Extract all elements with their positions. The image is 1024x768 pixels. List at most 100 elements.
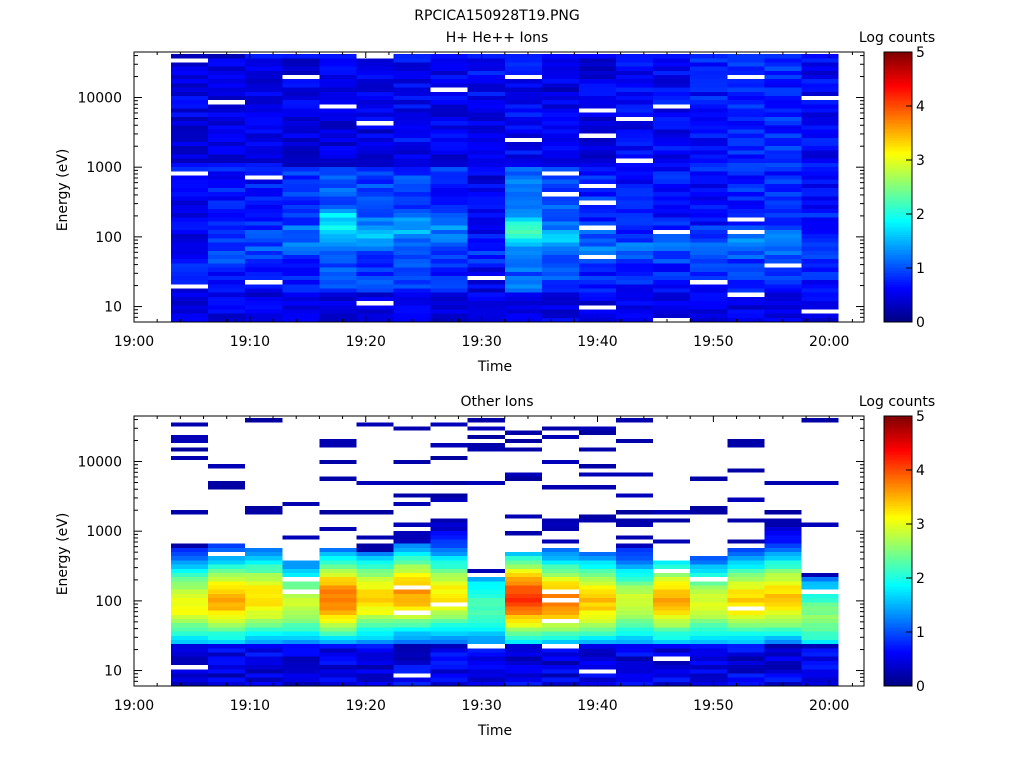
heatmap-cell <box>727 648 765 653</box>
heatmap-cell <box>764 480 802 486</box>
heatmap-cell <box>319 673 357 678</box>
colorbar-swatch <box>884 506 912 509</box>
heatmap-cell <box>393 246 431 251</box>
heatmap-cell <box>690 234 728 239</box>
heatmap-cell <box>171 317 209 322</box>
heatmap-cell <box>430 175 468 180</box>
heatmap-cell <box>541 681 579 686</box>
heatmap-cell <box>653 83 691 88</box>
heatmap-cell <box>690 652 728 657</box>
heatmap-cell <box>282 288 320 293</box>
heatmap-cell <box>504 146 542 151</box>
heatmap-cell <box>319 292 357 297</box>
heatmap-cell <box>319 669 357 674</box>
colorbar-swatch <box>884 142 912 145</box>
colorbar-swatch <box>884 162 912 166</box>
heatmap-cell <box>690 179 728 184</box>
heatmap-cell <box>393 288 431 293</box>
heatmap-cell <box>245 229 283 235</box>
heatmap-cell <box>764 171 802 176</box>
heatmap-cell <box>393 531 431 536</box>
heatmap-cell <box>356 560 394 565</box>
heatmap-cell <box>764 100 802 105</box>
heatmap-cell <box>393 200 431 205</box>
heatmap-cell <box>245 255 283 260</box>
heatmap-cell <box>764 146 802 151</box>
heatmap-cell <box>356 284 394 289</box>
heatmap-cell <box>245 652 283 657</box>
heatmap-cell <box>356 572 394 578</box>
heatmap-cell <box>541 526 579 532</box>
colorbar-swatch <box>884 618 912 622</box>
heatmap-cell <box>171 208 209 214</box>
heatmap-cell <box>282 627 320 632</box>
heatmap-cell <box>467 79 505 84</box>
heatmap-cell <box>171 91 209 96</box>
heatmap-cell <box>578 242 617 247</box>
heatmap-cell <box>616 179 654 184</box>
colorbar-swatch <box>884 587 912 590</box>
heatmap-cell <box>467 480 505 486</box>
heatmap-cell <box>727 208 765 214</box>
heatmap-cell <box>393 154 431 159</box>
colorbar-swatch <box>884 564 912 568</box>
heatmap-cell <box>467 171 505 176</box>
heatmap-cell <box>356 602 394 607</box>
heatmap-cell <box>541 263 579 268</box>
colorbar-swatch <box>884 416 912 419</box>
heatmap-cell <box>727 497 765 502</box>
heatmap-cell <box>616 681 654 686</box>
heatmap-cell <box>171 154 209 159</box>
heatmap-cell <box>727 602 765 607</box>
heatmap-cell <box>430 589 468 594</box>
heatmap-cell <box>653 137 691 142</box>
heatmap-cell <box>727 547 765 553</box>
heatmap-cell <box>764 242 802 247</box>
heatmap-cell <box>171 125 209 130</box>
heatmap-cell <box>356 577 394 582</box>
heatmap-cell <box>727 133 765 138</box>
heatmap-cell <box>653 614 691 620</box>
heatmap-cell <box>393 208 431 214</box>
heatmap-cell <box>393 259 431 264</box>
heatmap-cell <box>171 112 209 117</box>
heatmap-cell <box>245 70 283 76</box>
heatmap-cell <box>616 317 654 322</box>
heatmap-cell <box>245 627 283 632</box>
heatmap-cell <box>764 296 802 302</box>
heatmap-cell <box>727 560 765 565</box>
heatmap-cell <box>430 70 468 76</box>
heatmap-cell <box>504 162 542 168</box>
colorbar-swatch <box>884 429 912 433</box>
heatmap-cell <box>171 581 209 586</box>
heatmap-cell <box>541 179 579 184</box>
heatmap-cell <box>282 681 320 686</box>
heatmap-cell <box>616 577 654 582</box>
heatmap-cell <box>393 171 431 176</box>
heatmap-cell <box>578 635 617 640</box>
heatmap-cell <box>356 75 394 80</box>
heatmap-cell <box>393 539 431 544</box>
heatmap-cell <box>653 644 691 649</box>
heatmap-cell <box>356 313 394 318</box>
heatmap-cell <box>467 229 505 235</box>
heatmap-cell <box>282 238 320 243</box>
heatmap-cell <box>690 506 728 511</box>
heatmap-cell <box>393 263 431 268</box>
heatmap-cell <box>467 568 505 573</box>
heatmap-cell <box>727 284 765 289</box>
heatmap-cell <box>393 292 431 297</box>
heatmap-cell <box>801 656 839 661</box>
heatmap-cell <box>727 242 765 247</box>
heatmap-cell <box>319 171 357 176</box>
heatmap-cell <box>764 280 802 285</box>
colorbar-swatch <box>884 575 912 579</box>
heatmap-cell <box>282 179 320 184</box>
heatmap-cell <box>690 313 728 318</box>
heatmap-cell <box>171 631 209 636</box>
heatmap-cell <box>393 196 431 201</box>
heatmap-cell <box>616 271 654 276</box>
heatmap-cell <box>430 116 468 122</box>
heatmap-cell <box>578 125 617 130</box>
heatmap-cell <box>764 259 802 264</box>
